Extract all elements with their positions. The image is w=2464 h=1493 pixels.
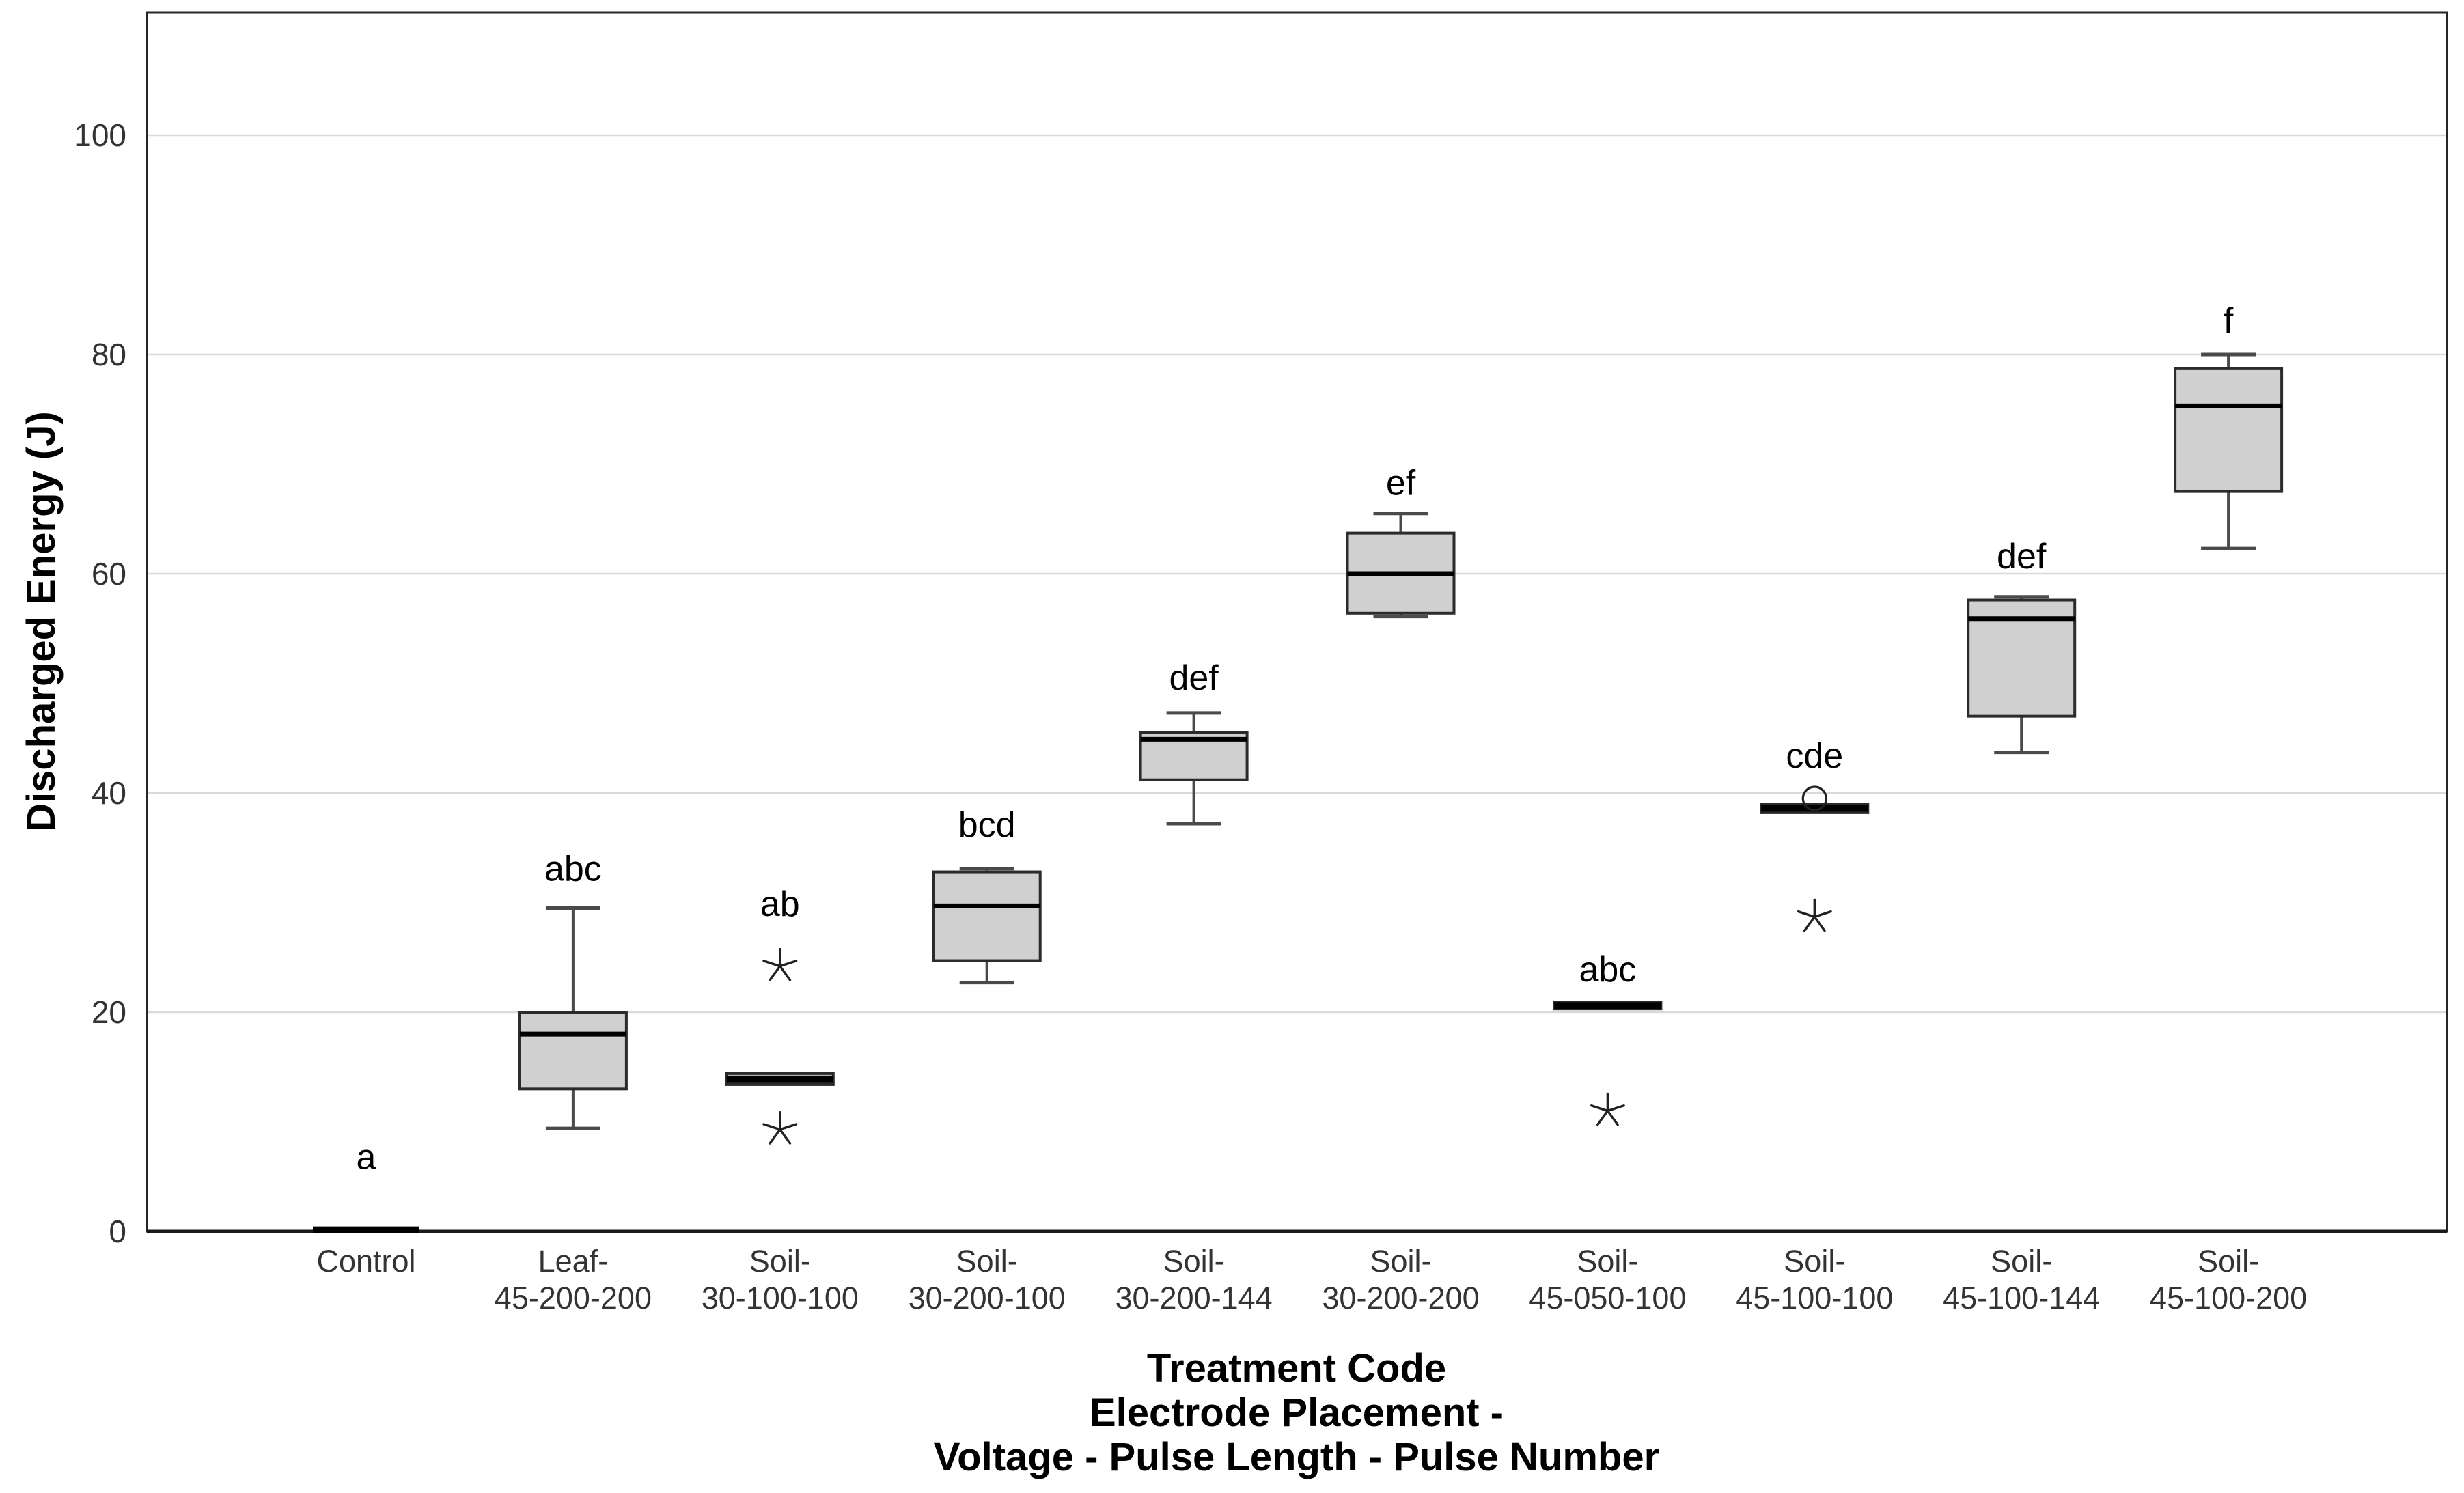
star-outlier-spoke	[1590, 1104, 1609, 1113]
x-tick-label-soil-30-200-200: Soil-30-200-200	[1322, 1244, 1479, 1315]
significance-letter-control: a	[357, 1138, 376, 1177]
iqr-box	[518, 1011, 628, 1091]
star-outlier-spoke	[779, 1123, 798, 1131]
y-tick-labels: 0 20 40 60 80 100	[74, 117, 126, 1249]
x-tick-label-line1: Soil-	[2198, 1244, 2259, 1279]
x-tick-label-line2: 45-100-100	[1736, 1281, 1893, 1315]
x-tick-label-line1: Soil-	[1784, 1244, 1845, 1279]
x-tick-label-line1: Soil-	[1991, 1244, 2052, 1279]
category-soil-30-200-144: def	[1139, 658, 1249, 826]
star-outlier-spoke	[1606, 1104, 1625, 1113]
category-control: a	[313, 1138, 419, 1233]
x-tick-label-line1: Soil-	[1370, 1244, 1431, 1279]
star-outlier-spoke	[769, 964, 781, 981]
category-soil-45-050-100: abc	[1553, 950, 1663, 1126]
x-tick-label-line2: 30-100-100	[702, 1281, 859, 1315]
star-outlier-spoke	[1606, 1109, 1619, 1126]
significance-letter-soil-30-100-100: ab	[760, 884, 800, 924]
category-soil-30-200-100: bcd	[932, 805, 1042, 985]
x-tick-label-soil-30-100-100: Soil-30-100-100	[702, 1244, 859, 1315]
significance-letter-soil-45-100-144: def	[1997, 537, 2047, 576]
significance-letter-soil-45-100-100: cde	[1786, 736, 1843, 776]
significance-letter-soil-45-050-100: abc	[1579, 950, 1636, 990]
star-outlier-spoke	[1813, 915, 1826, 932]
x-tick-label-line1: Soil-	[749, 1244, 811, 1279]
category-soil-45-100-200: f	[2174, 301, 2284, 550]
star-outlier-spoke	[779, 964, 792, 981]
category-soil-30-200-200: ef	[1346, 463, 1456, 619]
star-outlier-spoke	[769, 1128, 781, 1145]
x-tick-label-line1: Soil-	[1577, 1244, 1638, 1279]
star-outlier-spoke	[762, 960, 781, 968]
star-outlier-spoke	[1803, 915, 1816, 932]
x-axis-title-line-2: Electrode Placement -	[1090, 1390, 1504, 1435]
y-tick-label-60: 60	[92, 556, 126, 591]
y-tick-label-20: 20	[92, 994, 126, 1030]
x-tick-label-soil-45-100-200: Soil-45-100-200	[2150, 1244, 2307, 1315]
x-tick-label-line1: Soil-	[1163, 1244, 1225, 1279]
x-tick-label-line2: 30-200-144	[1116, 1281, 1273, 1315]
x-tick-label-control: Control	[316, 1244, 415, 1279]
x-tick-label-line1: Soil-	[956, 1244, 1018, 1279]
x-tick-label-leaf-45-200-200: Leaf-45-200-200	[495, 1244, 652, 1315]
x-axis-title-line-1: Treatment Code	[1146, 1346, 1447, 1391]
circle-outlier	[1801, 785, 1827, 811]
x-tick-label-line2: 30-200-100	[909, 1281, 1066, 1315]
x-tick-label-soil-30-200-144: Soil-30-200-144	[1116, 1244, 1273, 1315]
x-tick-label-soil-45-100-100: Soil-45-100-100	[1736, 1244, 1893, 1315]
x-tick-label-line2: 30-200-200	[1322, 1281, 1479, 1315]
y-tick-label-100: 100	[74, 117, 126, 153]
star-outlier-spoke	[1813, 910, 1832, 919]
x-tick-label-line1: Control	[316, 1244, 415, 1279]
x-tick-label-line2: 45-100-144	[1943, 1281, 2100, 1315]
category-soil-45-100-144: def	[1967, 537, 2077, 755]
x-tick-label-soil-30-200-100: Soil-30-200-100	[909, 1244, 1066, 1315]
x-tick-label-soil-45-100-144: Soil-45-100-144	[1943, 1244, 2100, 1315]
significance-letter-leaf-45-200-200: abc	[544, 849, 602, 889]
significance-letter-soil-30-200-144: def	[1169, 658, 1219, 698]
x-tick-label-line1: Leaf-	[538, 1244, 609, 1279]
star-outlier-spoke	[779, 960, 798, 968]
x-tick-label-line2: 45-200-200	[495, 1281, 652, 1315]
significance-letter-soil-30-200-100: bcd	[958, 805, 1016, 845]
star-outlier-spoke	[779, 1128, 792, 1145]
y-axis-title: Discharged Energy (J)	[19, 411, 64, 832]
star-outlier-spoke	[1596, 1109, 1609, 1126]
star-outlier-spoke	[762, 1123, 781, 1131]
category-soil-30-100-100: ab	[725, 884, 835, 1145]
x-tick-label-line2: 45-100-200	[2150, 1281, 2307, 1315]
x-axis-title-line-3: Voltage - Pulse Length - Pulse Number	[933, 1434, 1660, 1479]
significance-letter-soil-45-100-200: f	[2224, 301, 2234, 341]
category-soil-45-100-100: cde	[1760, 736, 1870, 932]
y-tick-label-40: 40	[92, 775, 126, 811]
x-tick-label-line2: 45-050-100	[1529, 1281, 1686, 1315]
iqr-box	[2174, 367, 2284, 493]
category-leaf-45-200-200: abc	[518, 849, 628, 1130]
star-outlier-spoke	[1797, 910, 1816, 919]
y-tick-label-0: 0	[109, 1214, 126, 1249]
y-tick-label-80: 80	[92, 337, 126, 372]
iqr-box	[932, 870, 1042, 962]
x-axis-title: Treatment Code Electrode Placement - Vol…	[682, 1346, 1911, 1480]
significance-letter-soil-30-200-200: ef	[1386, 463, 1416, 503]
x-tick-label-soil-45-050-100: Soil-45-050-100	[1529, 1244, 1686, 1315]
